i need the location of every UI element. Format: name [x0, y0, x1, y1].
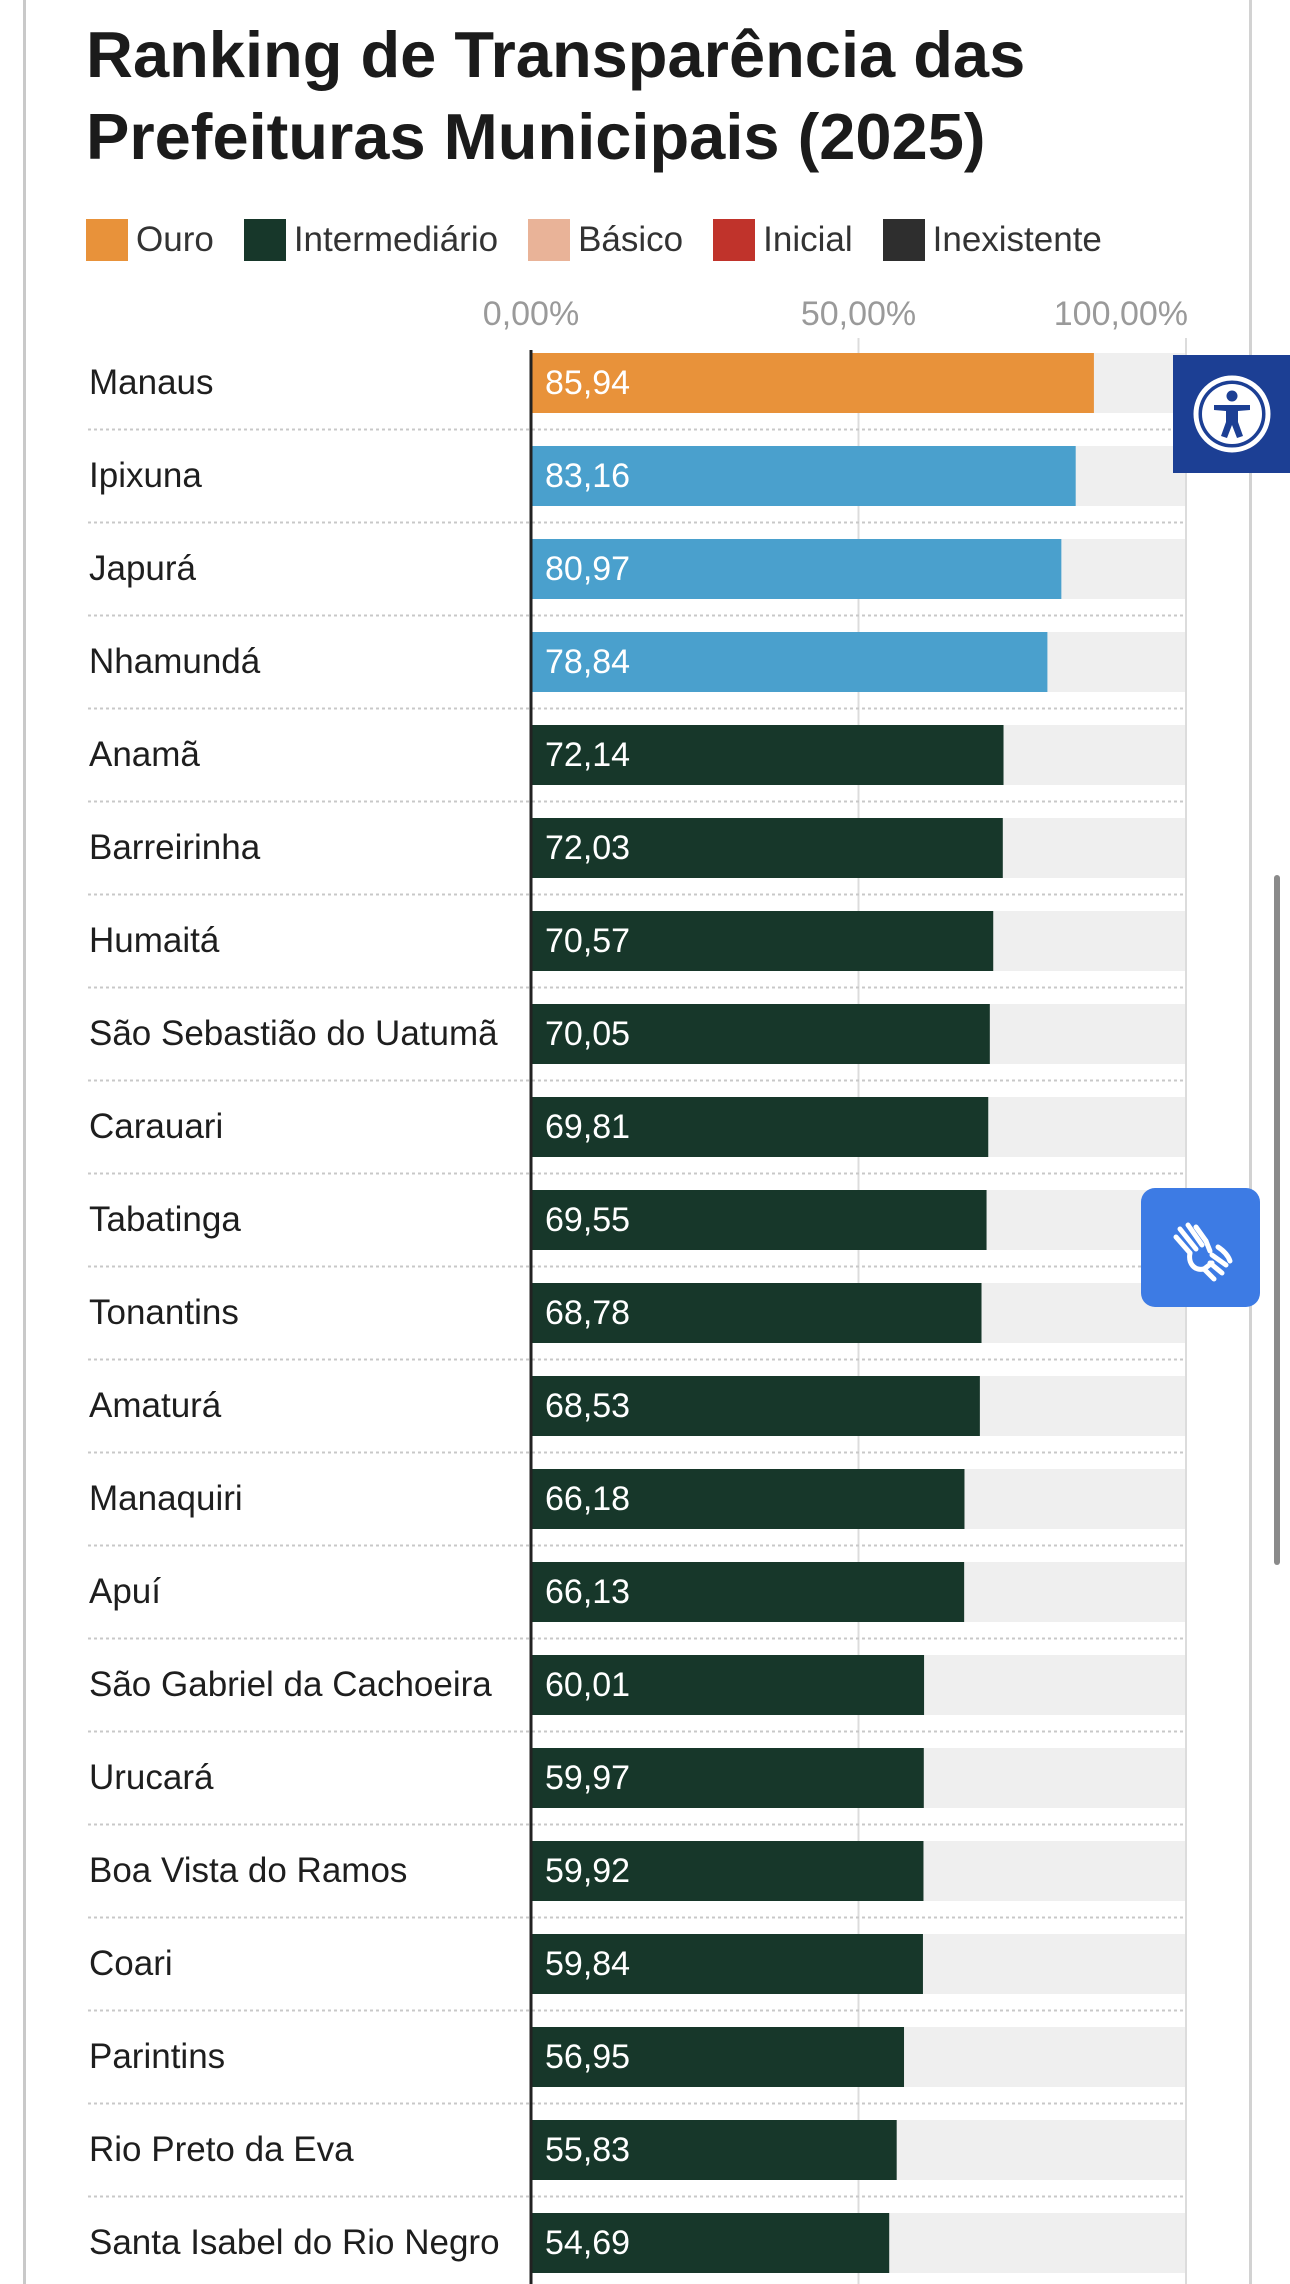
category-label: Coari	[89, 1944, 173, 1983]
legend-label: Inexistente	[932, 220, 1102, 259]
value-label: 69,81	[545, 1108, 631, 1146]
value-label: 59,97	[545, 1759, 631, 1797]
value-label: 60,01	[545, 1666, 631, 1704]
legend-swatch	[86, 219, 128, 261]
value-label: 56,95	[545, 2038, 631, 2076]
category-label: Barreirinha	[89, 828, 261, 867]
bar	[531, 2120, 897, 2180]
bar	[531, 1469, 965, 1529]
category-label: São Sebastião do Uatumã	[89, 1014, 498, 1053]
category-label: Santa Isabel do Rio Negro	[89, 2223, 500, 2262]
accessibility-icon	[1193, 375, 1270, 453]
category-label: Boa Vista do Ramos	[89, 1851, 408, 1890]
category-label: São Gabriel da Cachoeira	[89, 1665, 492, 1704]
category-label: Rio Preto da Eva	[89, 2130, 354, 2169]
value-label: 59,84	[545, 1945, 631, 1983]
legend-swatch	[528, 219, 571, 261]
bar	[531, 1097, 989, 1157]
value-label: 55,83	[545, 2131, 631, 2169]
value-label: 66,18	[545, 1480, 631, 1518]
category-label: Manaus	[89, 363, 214, 402]
page-frame-left-border	[23, 0, 26, 2284]
value-label: 80,97	[545, 550, 631, 588]
category-label: Parintins	[89, 2037, 226, 2076]
chart-title: Ranking de Transparência das Prefeituras…	[86, 18, 1026, 173]
bar	[531, 1934, 923, 1994]
bar	[531, 539, 1062, 599]
bar	[531, 446, 1076, 506]
legend-item: Básico	[528, 219, 683, 261]
value-label: 72,14	[545, 736, 631, 774]
legend-swatch	[243, 219, 286, 261]
value-label: 70,05	[545, 1015, 631, 1053]
legend-label: Ouro	[136, 220, 214, 259]
value-label: 66,13	[545, 1573, 631, 1611]
sign-language-button[interactable]	[1141, 1188, 1260, 1307]
category-label: Humaitá	[89, 921, 220, 960]
x-tick-label: 50,00%	[800, 295, 917, 333]
value-label: 68,78	[545, 1294, 631, 1332]
legend-item: Inexistente	[882, 219, 1102, 261]
value-label: 85,94	[545, 364, 631, 402]
bar	[531, 1655, 925, 1715]
bar	[531, 1748, 924, 1808]
category-label: Japurá	[89, 549, 197, 588]
value-label: 68,53	[545, 1387, 631, 1425]
legend-item: Inicial	[713, 219, 853, 261]
bar	[531, 818, 1003, 878]
bar	[531, 2213, 890, 2273]
value-label: 54,69	[545, 2224, 631, 2262]
category-label: Urucará	[89, 1758, 214, 1797]
bar	[531, 353, 1094, 413]
legend-label: Inicial	[763, 220, 853, 259]
category-label: Tonantins	[89, 1293, 239, 1332]
value-label: 83,16	[545, 457, 631, 495]
category-label: Carauari	[89, 1107, 224, 1146]
x-tick-label: 0,00%	[482, 295, 580, 333]
legend-swatch	[713, 219, 756, 261]
bar	[531, 2027, 905, 2087]
legend-item: Intermediário	[243, 219, 499, 261]
chart-legend: Ouro Intermediário Básico Inicial Inexistent…	[86, 218, 1132, 262]
category-label: Nhamundá	[89, 642, 261, 681]
bar	[531, 1562, 965, 1622]
legend-item: Ouro	[86, 219, 214, 261]
category-label: Apuí	[89, 1572, 161, 1611]
bar	[531, 911, 994, 971]
x-tick-label: 100,00%	[1053, 295, 1188, 333]
category-label: Manaquiri	[89, 1479, 243, 1518]
legend-swatch	[882, 219, 925, 261]
accessibility-button[interactable]	[1173, 355, 1290, 473]
sign-language-hands-icon	[1173, 1222, 1232, 1281]
bar	[531, 1283, 982, 1343]
value-label: 59,92	[545, 1852, 631, 1890]
category-label: Ipixuna	[89, 456, 202, 495]
value-label: 78,84	[545, 643, 631, 681]
legend-label: Básico	[578, 220, 684, 259]
bar	[531, 1376, 980, 1436]
scrollbar[interactable]	[1274, 875, 1280, 1565]
category-label: Amaturá	[89, 1386, 222, 1425]
page-frame-right-border	[1249, 0, 1252, 2284]
category-label: Tabatinga	[89, 1200, 241, 1239]
value-label: 69,55	[545, 1201, 631, 1239]
bar	[531, 725, 1004, 785]
bar	[531, 1841, 924, 1901]
value-label: 70,57	[545, 922, 631, 960]
bar	[531, 1190, 987, 1250]
value-label: 72,03	[545, 829, 631, 867]
bar	[531, 632, 1048, 692]
bar	[531, 1004, 990, 1064]
category-label: Anamã	[89, 735, 200, 774]
legend-label: Intermediário	[293, 220, 499, 259]
